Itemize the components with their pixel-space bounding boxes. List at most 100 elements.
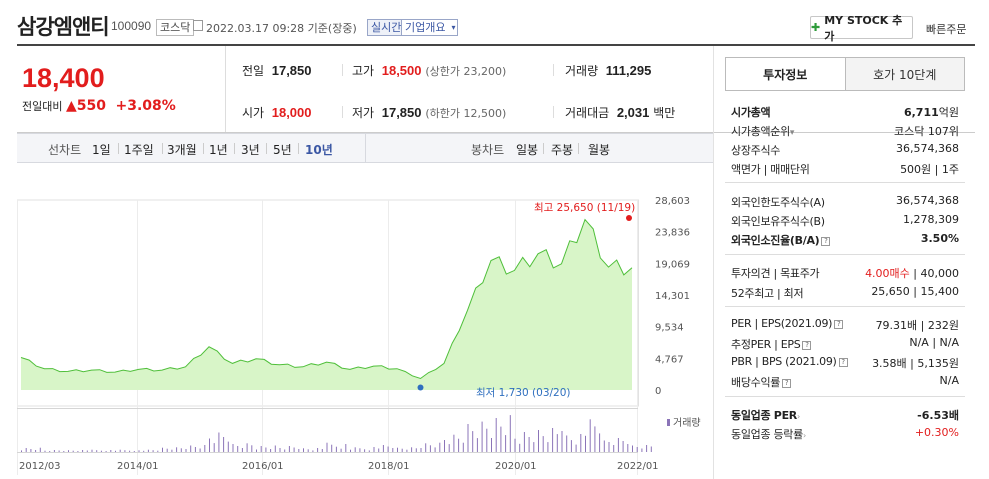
volume-bar	[180, 448, 182, 452]
divider	[553, 106, 554, 118]
help-icon[interactable]: ?	[782, 378, 792, 388]
y-tick-label: 0	[655, 386, 661, 397]
help-icon[interactable]: ?	[838, 357, 848, 367]
volume-bar	[185, 449, 187, 452]
volume-bar	[420, 448, 422, 452]
volume-bar	[641, 448, 643, 452]
period-tab-1y[interactable]: 1년	[209, 143, 228, 157]
volume-bar	[617, 438, 619, 452]
help-icon[interactable]: ?	[802, 340, 812, 350]
volume-bar	[72, 450, 74, 452]
divider	[234, 143, 235, 154]
divider	[713, 46, 714, 479]
up-arrow-icon: ▲	[65, 98, 77, 114]
volume-bar	[425, 443, 427, 452]
divider	[17, 132, 975, 133]
period-tab-1d[interactable]: 1일	[92, 143, 111, 157]
volume: 거래량 111,295	[565, 63, 652, 78]
volume-bar	[58, 450, 60, 452]
x-tick-label: 2012/03	[19, 461, 61, 472]
volume-bar	[528, 437, 530, 452]
period-tab-3y[interactable]: 3년	[241, 143, 260, 157]
market-cap-rank: 시가총액순위▾ 코스닥 107위	[731, 125, 959, 138]
volume-bar	[373, 447, 375, 452]
volume-bar	[519, 443, 521, 452]
max-marker	[626, 215, 632, 221]
volume-bar	[382, 445, 384, 452]
divider	[725, 396, 965, 397]
tab-invest-info[interactable]: 투자정보	[726, 58, 845, 90]
volume-bar	[406, 449, 408, 452]
period-tab-3m[interactable]: 3개월	[167, 143, 197, 157]
divider	[342, 106, 343, 118]
my-stock-add-button[interactable]: ✚ MY STOCK 추가	[810, 14, 913, 43]
realtime-badge[interactable]: 실시간	[367, 19, 406, 36]
volume-bar	[580, 434, 582, 452]
volume-bar	[444, 440, 445, 452]
info-icon[interactable]: ▾	[789, 128, 795, 138]
quick-order-link[interactable]: 빠른주문	[926, 23, 967, 36]
volume-bar	[439, 442, 441, 452]
period-tab-10y[interactable]: 10년	[305, 143, 333, 157]
volume-bar	[392, 448, 394, 452]
volume-bar	[227, 441, 229, 452]
volume-bar	[326, 442, 328, 452]
open-price: 시가 18,000	[242, 105, 312, 120]
candle-tab-day[interactable]: 일봉	[516, 143, 539, 157]
sector-change: 동일업종 등락률› +0.30%	[731, 426, 959, 441]
foreign-holding: 외국인보유주식수(B) 1,278,309	[731, 213, 959, 228]
price-line	[20, 218, 633, 380]
volume-bar	[166, 448, 168, 452]
volume-bar	[209, 438, 210, 452]
company-overview-button[interactable]: 기업개요 ▾	[401, 19, 459, 36]
volume-bar	[453, 434, 455, 452]
candle-chart-label: 봉차트	[471, 143, 505, 157]
volume-bar	[68, 450, 69, 452]
help-icon[interactable]: ?	[834, 319, 844, 329]
x-tick-label: 2014/01	[117, 461, 159, 472]
candle-tab-month[interactable]: 월봉	[588, 143, 611, 157]
volume-bar	[199, 448, 201, 452]
tab-order-book[interactable]: 호가 10단계	[844, 58, 964, 90]
volume-bar	[293, 447, 295, 452]
volume-bar	[321, 449, 323, 452]
volume-bar	[124, 450, 126, 452]
volume-bar	[476, 438, 478, 452]
volume-bar	[538, 430, 539, 452]
volume-bar	[561, 431, 563, 452]
volume-bar	[335, 446, 337, 452]
volume-bar	[547, 442, 549, 452]
volume-bar	[533, 442, 535, 452]
period-tab-1w[interactable]: 1주일	[124, 143, 154, 157]
x-tick-label: 2022/01	[617, 461, 659, 472]
divider	[543, 143, 544, 154]
candle-tab-week[interactable]: 주봉	[551, 143, 574, 157]
volume-bar	[556, 434, 558, 452]
volume-bar	[303, 448, 304, 452]
foreign-ratio: 외국인소진율(B/A)? 3.50%	[731, 232, 959, 247]
calendar-icon	[193, 20, 203, 31]
price-chart[interactable]: 2012/03 2014/01 2016/01 2018/01 2020/01 2022/…	[17, 163, 713, 479]
volume-bar	[44, 450, 46, 452]
volume-bar	[636, 447, 638, 452]
chevron-right-icon[interactable]: ›	[802, 431, 806, 440]
volume-bar	[500, 426, 502, 452]
volume-bar	[434, 447, 436, 452]
volume-bar	[237, 446, 239, 452]
volume-bar	[30, 449, 32, 452]
volume-bar	[82, 450, 84, 452]
period-tab-5y[interactable]: 5년	[273, 143, 292, 157]
volume-bar	[613, 445, 615, 452]
volume-bar	[481, 421, 483, 452]
price-area	[21, 219, 632, 390]
face-value: 액면가 | 매매단위 500원 | 1주	[731, 163, 959, 176]
volume-bar	[650, 446, 652, 452]
chevron-right-icon[interactable]: ›	[796, 412, 800, 421]
listed-shares: 상장주식수 36,574,368	[731, 142, 959, 157]
volume-bar	[49, 451, 51, 452]
volume-bar	[397, 447, 398, 452]
volume-bar	[274, 445, 276, 452]
per-eps: PER | EPS(2021.09)? 79.31배 | 232원	[731, 317, 959, 332]
volume-bar	[96, 450, 98, 452]
help-icon[interactable]: ?	[821, 236, 831, 246]
